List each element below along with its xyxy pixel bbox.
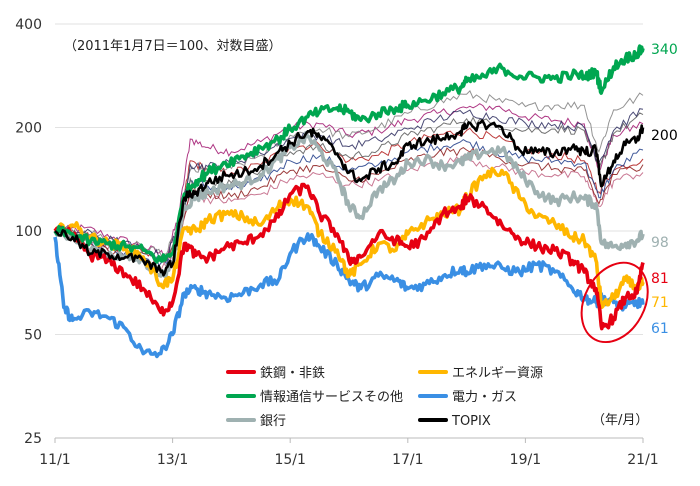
series-line <box>54 119 645 277</box>
y-tick-label: 25 <box>24 431 42 447</box>
series-end-label: 61 <box>651 321 669 337</box>
y-tick-label: 50 <box>24 328 42 344</box>
background-sector-line <box>54 154 644 271</box>
series-end-label: 81 <box>651 271 669 287</box>
grid-layer <box>55 23 643 439</box>
legend-label: 電力・ガス <box>452 390 517 405</box>
x-tick-label: 13/1 <box>157 452 188 468</box>
y-tick-label: 200 <box>15 121 42 137</box>
y-tick-labels: 25 50 100 200 400 <box>15 17 42 447</box>
legend-label: TOPIX <box>451 414 491 429</box>
chart-note: （2011年1月7日＝100、対数目盛） <box>64 39 281 54</box>
x-tick-label: 21/1 <box>627 452 658 468</box>
background-sector-line <box>54 127 644 263</box>
series-end-labels: 81 71 340 61 98 200 <box>651 42 678 337</box>
series-end-label: 200 <box>651 128 678 144</box>
background-sector-lines <box>54 90 644 274</box>
x-tick-label: 17/1 <box>392 452 423 468</box>
x-tick-label: 11/1 <box>39 452 70 468</box>
series-end-label: 340 <box>651 42 678 58</box>
x-tick-label: 15/1 <box>274 452 305 468</box>
legend-label: エネルギー資源 <box>452 366 543 381</box>
series-line <box>53 232 645 359</box>
series-end-label: 71 <box>651 295 669 311</box>
series-line <box>53 166 645 310</box>
y-tick-label: 400 <box>15 17 42 33</box>
series-line <box>53 131 645 278</box>
series-line <box>53 182 645 331</box>
highlight-ellipse <box>580 261 649 344</box>
x-unit-label: （年/月） <box>592 413 648 428</box>
highlight-ellipse <box>580 261 649 344</box>
series-end-label: 98 <box>651 235 669 251</box>
x-tick-labels: 11/1 13/1 15/1 17/1 19/1 21/1 <box>39 438 659 468</box>
legend-label: 鉄鋼・非鉄 <box>260 366 325 381</box>
x-tick-label: 19/1 <box>510 452 541 468</box>
y-tick-label: 100 <box>15 224 42 240</box>
background-sector-line <box>54 108 644 261</box>
series-line <box>53 44 645 264</box>
legend-label: 情報通信サービスその他 <box>260 390 403 405</box>
highlighted-series-lines <box>53 44 645 359</box>
legend-label: 銀行 <box>260 414 286 429</box>
